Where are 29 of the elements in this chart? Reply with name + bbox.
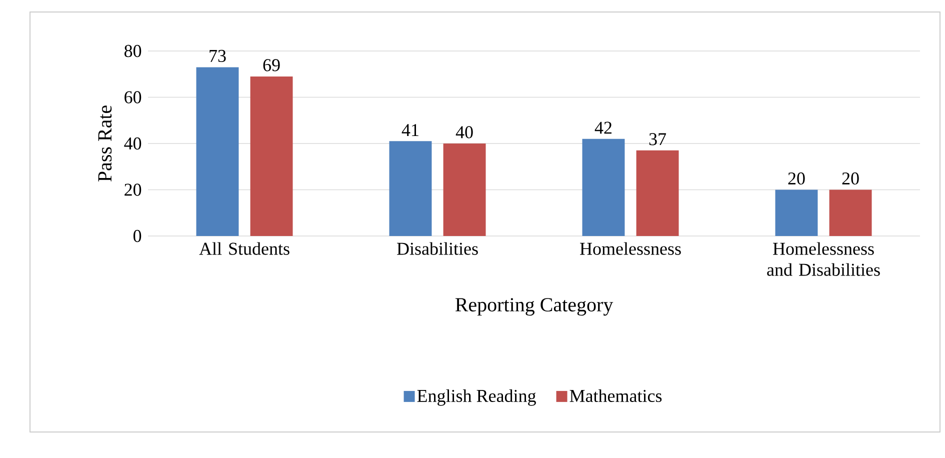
bar [443,144,486,236]
legend-label: Mathematics [570,389,662,402]
data-label: 73 [210,50,226,62]
data-label: 20 [842,172,859,185]
bar [829,190,872,236]
bar [196,67,239,236]
data-label: 20 [788,172,805,185]
bar [582,138,625,236]
bar [775,190,818,236]
bar [636,150,679,236]
x-axis-title: Reporting Category [455,298,614,316]
bar [389,141,432,236]
y-tick-label: 40 [124,137,142,150]
data-label: 69 [263,59,280,72]
data-label: 42 [594,122,612,134]
y-tick-label: 60 [124,91,142,104]
y-tick-label: 0 [133,230,142,242]
x-tick-label: Disabilities [397,242,478,255]
data-label: 37 [649,133,666,146]
bar [250,76,293,236]
data-label: 40 [456,126,473,138]
y-tick-label: 20 [124,184,142,196]
y-tick-label: 80 [124,44,142,58]
legend-label: English Reading [417,389,536,406]
x-tick-label: All Students [199,242,290,255]
data-label: 41 [402,124,418,136]
x-tick-label: Homelessness and Disabilities [767,242,880,276]
y-axis-title: Pass Rate [98,106,112,182]
x-tick-label: Homelessness [580,242,681,255]
